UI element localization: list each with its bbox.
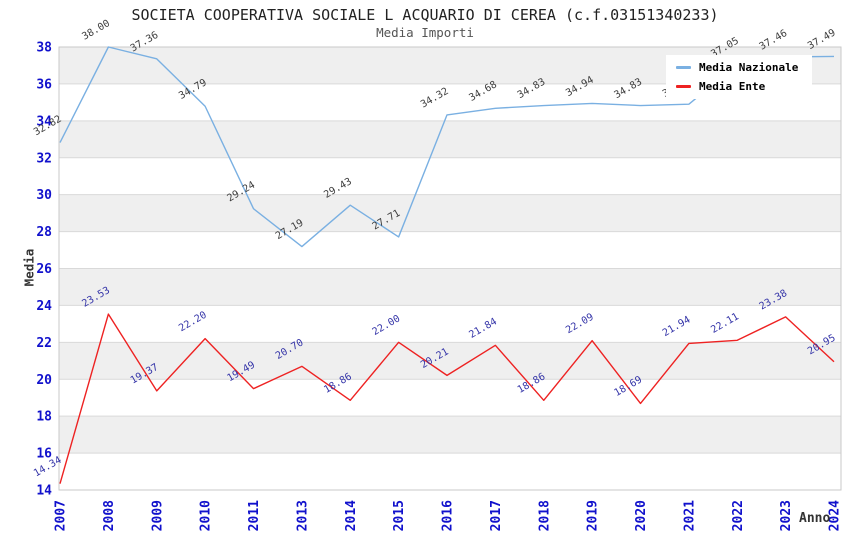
x-axis-title: Anno [799,511,831,526]
x-tick-label: 2021 [682,500,697,531]
plot-band [59,120,841,158]
y-tick-label: 22 [36,336,52,351]
y-tick-label: 20 [36,373,52,388]
media-ente-line-swatch-icon [676,85,691,88]
point-label-media-ente: 21.94 [661,314,693,339]
y-tick-label: 16 [36,447,52,462]
plot-band [59,416,841,454]
x-tick-label: 2019 [586,500,601,531]
x-tick-label: 2024 [828,500,843,531]
x-tick-label: 2018 [537,500,552,531]
x-tick-label: 2015 [392,500,407,531]
point-label-media-ente: 21.84 [467,316,499,341]
series-line-media-ente [59,313,835,484]
y-axis-title: Media [21,248,37,287]
x-tick-label: 2010 [199,500,214,531]
y-tick-label: 36 [36,77,52,92]
x-tick-label: 2014 [344,500,359,531]
point-label-media-nazionale: 34.32 [419,86,451,111]
x-tick-label: 2008 [102,500,117,531]
y-tick-label: 34 [36,114,52,129]
x-tick-label: 2017 [489,500,504,531]
y-tick-label: 30 [36,188,52,203]
x-tick-label: 2009 [150,500,165,531]
y-tick-label: 26 [36,262,52,277]
x-tick-label: 2020 [634,500,649,531]
point-label-media-nazionale: 38.00 [80,18,112,43]
legend-item-media-ente: Media Ente [676,77,812,96]
x-tick-label: 2022 [731,500,746,531]
x-tick-label: 2016 [441,500,456,531]
legend-label-media-nazionale: Media Nazionale [699,61,799,74]
plot-border [58,46,842,491]
y-tick-label: 28 [36,225,52,240]
y-tick-label: 14 [36,484,52,499]
point-label-media-ente: 22.00 [371,313,403,338]
y-tick-label: 24 [36,299,52,314]
point-label-media-ente: 22.20 [177,310,209,335]
legend-item-media-nazionale: Media Nazionale [676,58,812,77]
y-tick-label: 38 [36,41,52,56]
x-tick-label: 2023 [779,500,794,531]
page-title: SOCIETA COOPERATIVA SOCIALE L ACQUARIO D… [131,6,719,24]
point-label-media-ente: 22.11 [709,311,741,336]
x-tick-label: 2007 [54,500,69,531]
plot-band [59,194,841,232]
x-tick-label: 2011 [247,500,262,531]
y-tick-label: 18 [36,410,52,425]
legend: Media Nazionale Media Ente [666,55,812,99]
legend-label-media-ente: Media Ente [699,80,766,93]
media-nazionale-line-swatch-icon [676,66,691,69]
y-tick-label: 32 [36,151,52,166]
point-label-media-ente: 22.09 [564,312,596,337]
x-tick-label: 2013 [295,500,310,531]
plot-band [59,268,841,306]
chart-subtitle: Media Importi [376,25,474,40]
